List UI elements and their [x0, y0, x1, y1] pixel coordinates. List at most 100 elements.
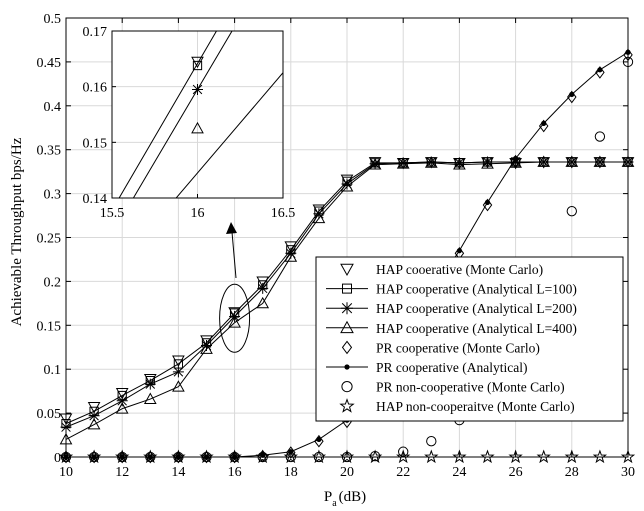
diamond-marker — [538, 119, 549, 133]
triangle-up-marker — [115, 402, 129, 414]
asterisk-marker — [510, 156, 522, 168]
triangle-down-marker — [228, 307, 241, 319]
x-tick-label: 20 — [340, 465, 354, 480]
legend-label: HAP cooperative (Analytical L=100) — [376, 282, 577, 297]
y-axis-label: Achievable Throughput bps/Hz — [9, 137, 25, 326]
circle-marker — [341, 381, 353, 393]
y-tick-label: 0.35 — [37, 144, 62, 159]
y-tick-label: 0.45 — [37, 56, 62, 71]
triangle-down-marker — [200, 335, 213, 347]
x-tick-label: 24 — [452, 465, 466, 480]
series-line — [65, 161, 628, 440]
triangle-up-marker — [228, 316, 241, 328]
x-tick-label: 14 — [171, 465, 185, 480]
triangle-up-marker — [59, 432, 73, 445]
triangle-up-marker — [424, 156, 438, 168]
triangle-down-marker — [115, 388, 129, 400]
triangle-up-marker — [481, 157, 494, 169]
star-marker — [339, 398, 355, 413]
star-marker — [311, 449, 327, 464]
legend-label: HAP cooerative (Monte Carlo) — [376, 262, 543, 277]
asterisk-marker — [341, 178, 353, 190]
star-marker — [480, 449, 495, 464]
zoom-ellipse — [219, 283, 251, 353]
triangle-up-marker — [565, 155, 579, 167]
triangle-up-marker — [256, 296, 270, 309]
circle-marker — [426, 436, 437, 447]
inset-x-tick-label: 16.5 — [271, 206, 296, 221]
dot-marker — [63, 454, 69, 460]
star-marker — [564, 449, 579, 464]
y-tick-label: 0.5 — [44, 12, 62, 27]
series-7 — [58, 449, 636, 464]
y-tick-label: 0.4 — [44, 100, 62, 115]
x-axis-label: Pa (dB) — [324, 489, 366, 509]
star-marker — [171, 449, 186, 464]
x-tick-label: 22 — [396, 465, 410, 480]
dot-marker — [456, 248, 462, 254]
x-tick-label: 26 — [509, 465, 523, 480]
triangle-up-marker — [396, 157, 410, 169]
triangle-up-marker — [621, 155, 635, 167]
legend-label: PR non-cooperative (Monte Carlo) — [376, 380, 565, 395]
inset-y-tick-label: 0.16 — [83, 81, 108, 96]
dot-marker — [344, 364, 350, 370]
star-marker — [143, 449, 158, 464]
asterisk-marker — [172, 366, 184, 378]
star-marker — [452, 449, 467, 464]
triangle-up-marker — [200, 342, 213, 354]
legend-entry: HAP non-cooperaitve (Monte Carlo) — [339, 398, 575, 414]
asterisk-marker — [192, 83, 203, 95]
star-marker — [620, 449, 636, 464]
legend-label: PR cooperative (Monte Carlo) — [376, 340, 540, 355]
dot-marker — [91, 454, 97, 460]
circle-marker — [594, 131, 606, 142]
asterisk-marker — [425, 156, 437, 168]
circle-marker — [566, 205, 577, 217]
star-marker — [396, 449, 411, 464]
star-marker — [536, 449, 551, 464]
y-tick-label: 0.25 — [37, 232, 62, 247]
inset-zoom-plot: 15.5 16 16.5 0.14 0.15 0.16 0.17 — [83, 25, 296, 221]
triangle-up-marker — [191, 121, 204, 134]
x-tick-label: 10 — [59, 465, 73, 480]
inset-y-tick-label: 0.15 — [83, 136, 108, 151]
legend-entry: HAP cooerative (Monte Carlo) — [340, 262, 543, 277]
triangle-down-marker — [191, 56, 204, 69]
dot-marker — [513, 155, 519, 162]
diamond-marker — [314, 434, 324, 448]
square-marker — [192, 60, 203, 71]
legend-label: HAP non-cooperaitve (Monte Carlo) — [376, 399, 575, 414]
triangle-up-marker — [368, 158, 382, 170]
zoom-arrow-line — [231, 231, 237, 279]
inset-x-tick-label: 16 — [191, 206, 205, 221]
series-3 — [59, 155, 635, 445]
inset-series-line — [118, 31, 218, 198]
x-tick-label: 18 — [284, 465, 298, 480]
asterisk-marker — [88, 410, 100, 422]
asterisk-marker — [257, 282, 269, 294]
triangle-up-marker — [284, 250, 298, 262]
dot-marker — [541, 120, 547, 126]
diamond-marker — [595, 66, 605, 79]
dot-marker — [203, 454, 210, 460]
axes — [65, 17, 629, 458]
star-marker — [227, 449, 242, 464]
x-tick-label: 30 — [621, 465, 635, 480]
triangle-up-marker — [340, 180, 354, 192]
star-marker — [283, 449, 298, 464]
zoom-annotation — [219, 222, 251, 353]
asterisk-marker — [482, 156, 493, 168]
triangle-down-marker — [59, 413, 73, 425]
legend-entry: HAP cooperative (Analytical L=200) — [326, 301, 577, 316]
asterisk-marker — [397, 157, 409, 169]
plot-frame — [65, 17, 629, 458]
tick-labels: 10 12 14 16 18 20 22 24 26 28 30 0 0.05 0.1 0.15 0.2 0.2… — [37, 12, 636, 480]
diamond-marker — [567, 90, 577, 104]
inset-y-tick-label: 0.17 — [83, 25, 108, 40]
dot-marker — [119, 454, 125, 460]
star-marker — [508, 449, 523, 464]
asterisk-marker — [313, 208, 325, 220]
star-marker — [86, 449, 102, 464]
asterisk-marker — [285, 247, 297, 259]
